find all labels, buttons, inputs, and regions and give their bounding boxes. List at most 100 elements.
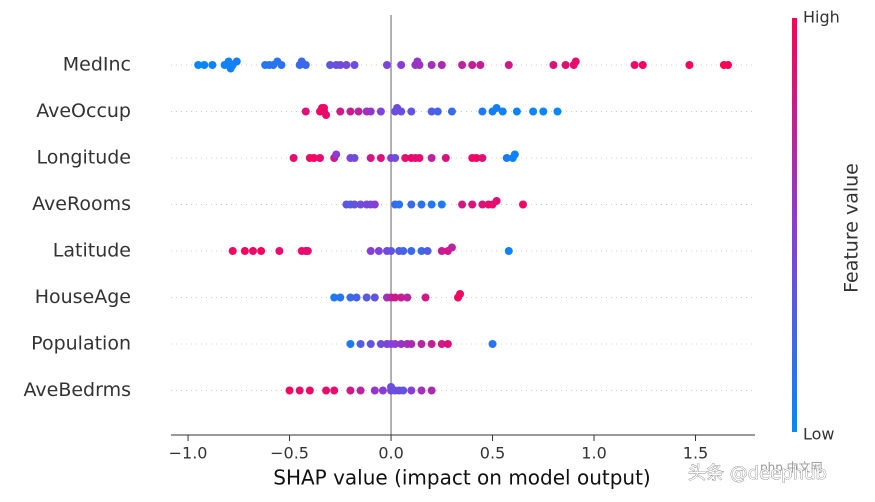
shap-dot	[342, 61, 351, 69]
shap-dot	[478, 154, 487, 162]
x-tick-label: −0.5	[270, 444, 309, 463]
shap-dot	[387, 247, 396, 255]
shap-dot	[376, 340, 385, 348]
shap-dot	[346, 293, 355, 302]
shap-dot	[407, 340, 416, 348]
shap-dot	[433, 107, 442, 116]
shap-dot	[504, 247, 513, 255]
shap-dot	[305, 386, 314, 395]
shap-dot	[427, 107, 436, 116]
shap-dot	[346, 386, 355, 395]
shap-dot	[427, 386, 436, 395]
colorbar-low: Low	[803, 425, 835, 444]
feature-label: AveBedrms	[24, 379, 132, 401]
shap-dot	[447, 107, 456, 116]
shap-dot	[350, 154, 359, 162]
colorbar	[792, 18, 797, 432]
shap-dot	[478, 200, 487, 209]
shap-dot	[417, 247, 426, 255]
shap-dot	[407, 107, 416, 116]
shap-dot	[476, 61, 485, 69]
watermark: 头条 @deephub	[688, 463, 827, 484]
shap-dot	[232, 57, 241, 66]
shap-dot	[561, 61, 570, 69]
shap-dot	[391, 340, 400, 348]
shap-dot	[397, 293, 406, 302]
shap-dot	[427, 340, 436, 348]
shap-dot	[366, 247, 375, 255]
shap-dot	[326, 61, 335, 69]
shap-dot	[301, 107, 310, 116]
colorbar-high: High	[803, 8, 840, 27]
shap-dot	[724, 61, 733, 69]
shap-dot	[427, 200, 436, 209]
shap-dot	[376, 107, 385, 116]
shap-dot	[401, 154, 410, 162]
shap-dot	[295, 386, 304, 395]
x-tick-label: 0.0	[378, 444, 403, 463]
shap-dot	[397, 107, 406, 116]
shap-dot	[378, 386, 387, 395]
shap-dot	[437, 247, 446, 255]
shap-dot	[228, 247, 237, 255]
shap-dot	[370, 293, 379, 302]
shap-dot	[529, 107, 538, 116]
shap-dot	[356, 340, 365, 348]
shap-dot	[240, 247, 249, 255]
shap-dot	[468, 61, 477, 69]
feature-label: HouseAge	[35, 286, 131, 308]
shap-dot	[638, 61, 647, 69]
shap-dot	[322, 386, 331, 395]
shap-dot	[427, 154, 436, 162]
shap-dot	[366, 340, 375, 348]
shap-dot	[407, 200, 416, 209]
shap-dot	[330, 293, 339, 302]
shap-dot	[257, 247, 266, 255]
shap-dot	[504, 61, 513, 69]
shap-dot	[356, 200, 365, 209]
shap-dot	[447, 243, 456, 252]
shap-dot	[510, 150, 519, 159]
shap-dot	[320, 104, 329, 112]
shap-dot	[441, 154, 450, 162]
shap-dot	[488, 340, 497, 348]
shap-dot	[249, 247, 258, 255]
shap-dot	[456, 290, 465, 298]
shap-dot	[502, 154, 511, 162]
shap-dot	[370, 386, 379, 395]
shap-dot	[277, 61, 286, 69]
x-tick-label: 0.5	[480, 444, 505, 463]
x-axis-label: SHAP value (impact on model output)	[273, 466, 650, 490]
feature-label: Population	[31, 333, 131, 355]
shap-dot	[289, 154, 298, 162]
shap-dot	[303, 247, 312, 255]
shap-dot	[336, 107, 345, 116]
shap-dot	[376, 154, 385, 162]
shap-dot	[630, 61, 639, 69]
feature-label: Latitude	[53, 240, 131, 262]
shap-dot	[350, 200, 359, 209]
shap-dot	[407, 386, 416, 395]
shap-dot	[478, 107, 487, 116]
feature-label: Longitude	[37, 147, 132, 169]
shap-dot	[571, 57, 580, 66]
shap-dot	[330, 386, 339, 395]
colorbar-label: Feature value	[841, 163, 863, 293]
shap-dot	[685, 61, 694, 69]
shap-dot	[407, 247, 416, 255]
shap-dot	[322, 111, 331, 119]
shap-dot	[417, 386, 426, 395]
shap-dot	[352, 293, 361, 302]
shap-dot	[301, 61, 310, 69]
shap-dot	[194, 61, 203, 69]
shap-dot	[415, 154, 424, 162]
shap-dot	[315, 154, 324, 162]
shap-dot	[468, 200, 477, 209]
shap-dot	[382, 61, 391, 69]
shap-dot	[427, 61, 436, 69]
shap-dot	[356, 386, 365, 395]
shap-dot	[421, 293, 430, 302]
shap-dot	[208, 61, 217, 69]
shap-dot	[309, 154, 318, 162]
shap-dot	[362, 293, 371, 302]
